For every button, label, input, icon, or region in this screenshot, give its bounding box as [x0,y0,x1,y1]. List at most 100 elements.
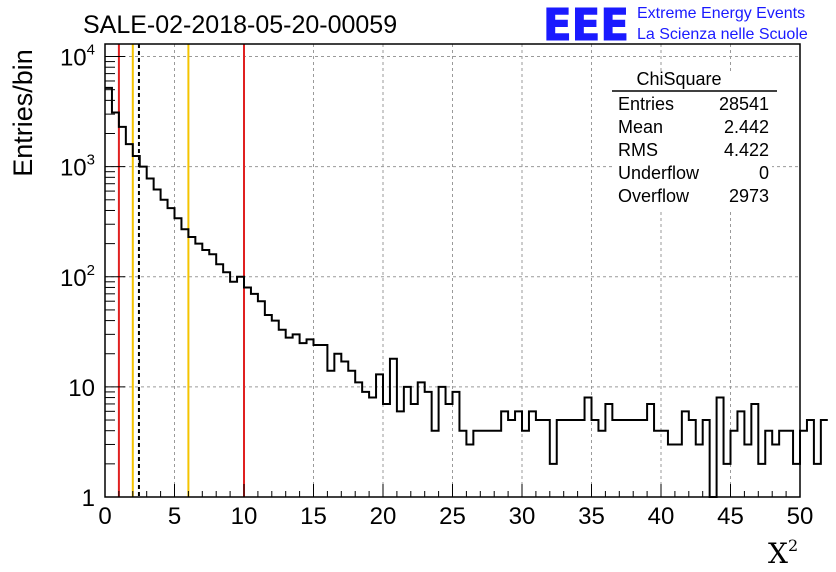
grid-lines [105,44,800,497]
histogram-bin [432,431,439,497]
stats-label: Underflow [618,163,700,183]
histogram-bin [529,411,536,497]
x-tick-label: 0 [98,503,111,530]
histogram-bin [654,431,661,497]
histogram-bin [341,362,348,497]
histogram-bin [703,420,710,497]
histogram-bin [731,431,738,497]
histogram-bin [348,371,355,497]
histogram-bin [821,420,828,497]
histogram-bin [355,382,362,497]
x-tick-label: 10 [231,503,258,530]
histogram-bin [272,321,279,497]
histogram-bin [508,420,515,497]
histogram-bin [251,294,258,497]
histogram-bin [112,113,119,497]
histogram-bin [404,387,411,497]
histogram-bin [696,444,703,497]
x-tick-label: 40 [648,503,675,530]
histogram-bin [237,277,244,497]
histogram-bin [181,229,188,497]
histogram-bin [578,420,585,497]
y-tick-label: 103 [60,152,95,182]
histogram-bin [571,420,578,497]
histogram-bin [397,411,404,497]
chart-title: SALE-02-2018-05-20-00059 [83,11,397,39]
histogram-bin [717,398,724,497]
stats-box-background [612,71,772,209]
histogram-bin [286,338,293,497]
histogram-bin [744,444,751,497]
histogram-bin [411,404,418,497]
stats-label: Mean [618,117,663,137]
histogram-bin [439,387,446,497]
stats-value: 2973 [729,186,769,206]
histogram-bin [758,464,765,497]
y-tick-label: 102 [60,262,95,292]
histogram-bin [334,354,341,497]
histogram-bin [612,420,619,497]
histogram-bin [188,237,195,497]
histogram-bin [522,431,529,497]
histogram-bin [626,420,633,497]
stats-box: ChiSquare Entries 28541 Mean 2.442 RMS 4.422 U… [612,69,777,209]
stats-label: Overflow [618,186,690,206]
stats-title: ChiSquare [636,69,721,89]
histogram-bin [390,359,397,497]
histogram-bin [487,431,494,497]
histogram-bin [376,374,383,497]
eee-logo: EEE Extreme Energy Events La Scienza nel… [543,0,808,52]
histogram-bin [147,179,154,497]
histogram-bin [154,190,161,497]
histogram-bin [105,88,112,497]
histogram-bin [369,398,376,497]
histogram-bin [675,444,682,497]
histogram-bin [223,272,230,497]
histogram-bin [536,420,543,497]
histogram-bin [793,464,800,497]
stats-label: RMS [618,140,658,160]
histogram-bin [668,444,675,497]
histogram-bin [314,345,321,497]
stats-value: 28541 [719,94,769,114]
histogram-bin [279,330,286,497]
y-tick-label: 10 [68,375,95,402]
histogram-bin [168,208,175,497]
histogram-bin [126,144,133,497]
histogram-bin [244,287,251,497]
histogram-bin [119,127,126,497]
histogram-bin [605,404,612,497]
histogram-bin [724,464,731,497]
histogram-bin [161,200,168,497]
x-tick-label: 15 [300,503,327,530]
histogram-bin [682,411,689,497]
histogram-bin [307,339,314,497]
histogram-bin [800,431,807,497]
histogram-bin [195,244,202,497]
histogram-bin [772,444,779,497]
histogram-bin [786,431,793,497]
stats-label: Entries [618,94,674,114]
histogram-bin [293,334,300,497]
x-axis-label: X2 [768,536,798,570]
histogram-bin [140,167,147,497]
histogram-bin [480,431,487,497]
histogram-bin [459,431,466,497]
histogram-bin [640,420,647,497]
histogram-bin [327,371,334,497]
histogram-bin [418,382,425,497]
histogram-bin [453,392,460,497]
logo-line-2: La Scienza nelle Scuole [637,26,808,43]
histogram-bin [133,156,140,497]
stats-value: 2.442 [724,117,769,137]
stats-value: 4.422 [724,140,769,160]
histogram-bin [550,464,557,497]
histogram-bin [501,411,508,497]
histogram-bin [633,420,640,497]
histogram-bin [230,282,237,497]
histogram-bin [209,254,216,497]
stats-value: 0 [759,163,769,183]
histogram-bin [619,420,626,497]
histogram-bin [320,345,327,497]
